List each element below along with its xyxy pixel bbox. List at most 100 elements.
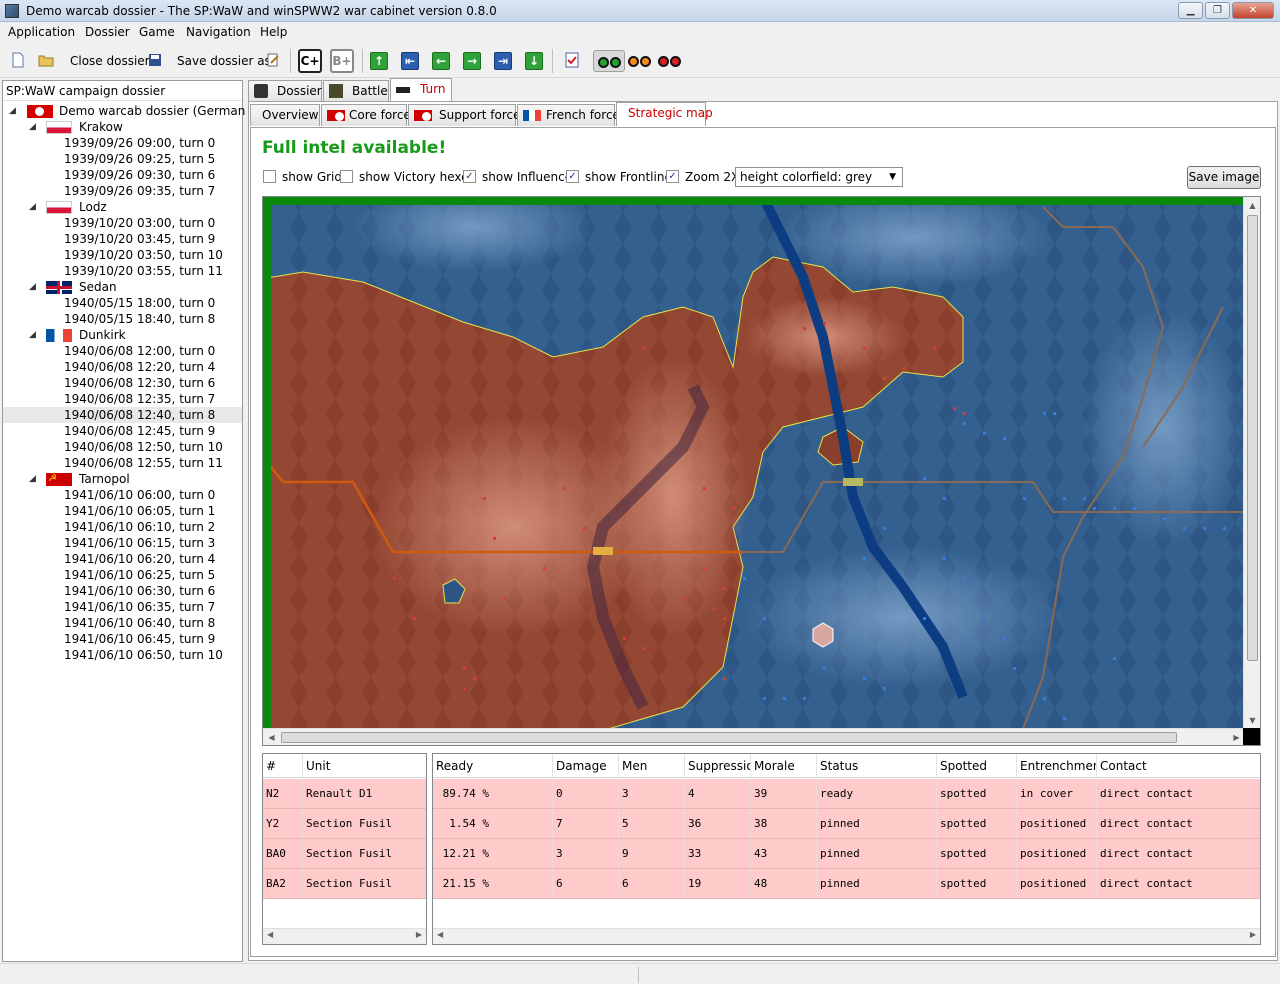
- table-row[interactable]: 21.15 % 6 6 19 48 pinned spotted positioned dire…: [433, 869, 1260, 899]
- french-unit-marker[interactable]: [1133, 507, 1136, 510]
- scroll-right-icon[interactable]: ▶: [1249, 930, 1256, 939]
- table-row[interactable]: BA0 Section Fusil: [263, 839, 426, 869]
- french-unit-marker[interactable]: [863, 557, 866, 560]
- german-unit-marker[interactable]: [823, 322, 826, 325]
- french-unit-marker[interactable]: [763, 617, 766, 620]
- strategic-map-view[interactable]: ▲ ▼ ◀ ▶: [262, 196, 1261, 746]
- tree-item-turn[interactable]: 1941/06/10 06:10, turn 2: [3, 519, 242, 535]
- tab-french-force[interactable]: French force: [517, 104, 620, 126]
- tree-item-turn[interactable]: 1941/06/10 06:50, turn 10: [3, 647, 242, 663]
- french-unit-marker[interactable]: [943, 497, 946, 500]
- collapse-icon[interactable]: ◢: [29, 202, 36, 212]
- menu-application[interactable]: Application: [8, 25, 76, 39]
- french-unit-marker[interactable]: [1113, 657, 1116, 660]
- french-unit-marker[interactable]: [1013, 667, 1016, 670]
- collapse-icon[interactable]: ◢: [9, 106, 16, 116]
- map-vertical-scrollbar[interactable]: ▲ ▼: [1243, 197, 1260, 729]
- binoculars-red-icon[interactable]: [654, 50, 686, 72]
- menu-navigation[interactable]: Navigation: [186, 25, 251, 39]
- scroll-right-icon[interactable]: ▶: [415, 930, 422, 939]
- tree-item-turn[interactable]: 1940/06/08 12:50, turn 10: [3, 439, 242, 455]
- tree-item-turn[interactable]: 1940/06/08 12:30, turn 6: [3, 375, 242, 391]
- german-unit-marker[interactable]: [483, 497, 486, 500]
- german-unit-marker[interactable]: [493, 537, 496, 540]
- german-unit-marker[interactable]: [583, 527, 586, 530]
- collapse-icon[interactable]: ◢: [29, 282, 36, 292]
- column-header-ready[interactable]: Ready: [433, 754, 553, 778]
- save-dossier-as-button[interactable]: Save dossier as: [177, 54, 271, 68]
- right-table-scrollbar[interactable]: ◀ ▶: [433, 928, 1260, 944]
- column-header-unit[interactable]: Unit: [303, 754, 426, 778]
- french-unit-marker[interactable]: [1083, 497, 1086, 500]
- french-unit-marker[interactable]: [983, 432, 986, 435]
- left-table-scrollbar[interactable]: ◀ ▶: [263, 928, 426, 944]
- map-horizontal-scrollbar[interactable]: ◀ ▶: [263, 728, 1245, 745]
- scroll-left-icon[interactable]: ◀: [267, 930, 274, 939]
- french-unit-marker[interactable]: [1043, 412, 1046, 415]
- tree-item-turn[interactable]: 1941/06/10 06:35, turn 7: [3, 599, 242, 615]
- german-unit-marker[interactable]: [463, 687, 466, 690]
- tree-item-turn[interactable]: 1941/06/10 06:20, turn 4: [3, 551, 242, 567]
- german-unit-marker[interactable]: [393, 577, 396, 580]
- tree-item-turn[interactable]: 1941/06/10 06:15, turn 3: [3, 535, 242, 551]
- german-unit-marker[interactable]: [543, 567, 546, 570]
- binoculars-orange-icon[interactable]: [624, 50, 656, 72]
- menu-dossier[interactable]: Dossier: [85, 25, 130, 39]
- scroll-right-icon[interactable]: ▶: [1233, 733, 1240, 742]
- tree-item-turn[interactable]: 1939/09/26 09:00, turn 0: [3, 135, 242, 151]
- french-unit-marker[interactable]: [923, 477, 926, 480]
- tree-item-turn[interactable]: 1941/06/10 06:40, turn 8: [3, 615, 242, 631]
- strategic-map[interactable]: [263, 197, 1245, 729]
- tree-item-turn[interactable]: 1940/06/08 12:00, turn 0: [3, 343, 242, 359]
- french-unit-marker[interactable]: [1053, 412, 1056, 415]
- french-unit-marker[interactable]: [983, 617, 986, 620]
- french-unit-marker[interactable]: [963, 422, 966, 425]
- column-header-morale[interactable]: Morale: [751, 754, 817, 778]
- tree-item-turn[interactable]: 1940/05/15 18:00, turn 0: [3, 295, 242, 311]
- tree-item-turn[interactable]: 1939/09/26 09:35, turn 7: [3, 183, 242, 199]
- tree-item-battle[interactable]: ◢ Tarnopol: [3, 471, 242, 487]
- tab-dossier[interactable]: Dossier: [248, 80, 322, 102]
- tree-item-turn[interactable]: 1939/10/20 03:55, turn 11: [3, 263, 242, 279]
- french-unit-marker[interactable]: [783, 697, 786, 700]
- german-unit-marker[interactable]: [963, 412, 966, 415]
- german-unit-marker[interactable]: [473, 677, 476, 680]
- french-unit-marker[interactable]: [883, 687, 886, 690]
- german-unit-marker[interactable]: [723, 617, 726, 620]
- german-unit-marker[interactable]: [723, 677, 726, 680]
- german-unit-marker[interactable]: [703, 487, 706, 490]
- french-unit-marker[interactable]: [763, 697, 766, 700]
- collapse-icon[interactable]: ◢: [29, 474, 36, 484]
- scroll-thumb[interactable]: [281, 732, 1177, 743]
- german-unit-marker[interactable]: [623, 637, 626, 640]
- tree-item-battle[interactable]: ◢ Krakow: [3, 119, 242, 135]
- arrow-down-icon[interactable]: ↓: [525, 52, 543, 70]
- tab-core-force[interactable]: Core force: [321, 104, 411, 126]
- table-row[interactable]: 12.21 % 3 9 33 43 pinned spotted positioned dire…: [433, 839, 1260, 869]
- tree-item-turn[interactable]: 1939/09/26 09:25, turn 5: [3, 151, 242, 167]
- unit-id-table[interactable]: # Unit N2 Renault D1 Y2 Section Fusil BA0 Sec…: [262, 753, 427, 945]
- german-unit-marker[interactable]: [723, 587, 726, 590]
- french-unit-marker[interactable]: [1093, 507, 1096, 510]
- tree-item-dossier-root[interactable]: ◢ Demo warcab dossier (German f...: [3, 103, 264, 119]
- german-unit-marker[interactable]: [643, 347, 646, 350]
- tree-item-battle[interactable]: ◢ Sedan: [3, 279, 242, 295]
- tree-item-turn[interactable]: 1940/06/08 12:35, turn 7: [3, 391, 242, 407]
- german-unit-marker[interactable]: [953, 407, 956, 410]
- binoculars-green-icon[interactable]: [593, 50, 625, 72]
- table-row[interactable]: BA2 Section Fusil: [263, 869, 426, 899]
- german-unit-marker[interactable]: [903, 367, 906, 370]
- collapse-icon[interactable]: ◢: [29, 330, 36, 340]
- arrow-left-icon[interactable]: ←: [432, 52, 450, 70]
- tree-item-turn[interactable]: 1940/06/08 12:55, turn 11: [3, 455, 242, 471]
- french-unit-marker[interactable]: [1223, 527, 1226, 530]
- collapse-icon[interactable]: ◢: [29, 122, 36, 132]
- arrow-up-icon[interactable]: ↑: [370, 52, 388, 70]
- menu-game[interactable]: Game: [139, 25, 175, 39]
- french-unit-marker[interactable]: [1063, 497, 1066, 500]
- tree-item-turn[interactable]: 1941/06/10 06:25, turn 5: [3, 567, 242, 583]
- column-header-suppression[interactable]: Suppressio: [685, 754, 751, 778]
- tree-item-turn[interactable]: 1940/06/08 12:40, turn 8: [3, 407, 242, 423]
- german-unit-marker[interactable]: [503, 597, 506, 600]
- french-unit-marker[interactable]: [863, 677, 866, 680]
